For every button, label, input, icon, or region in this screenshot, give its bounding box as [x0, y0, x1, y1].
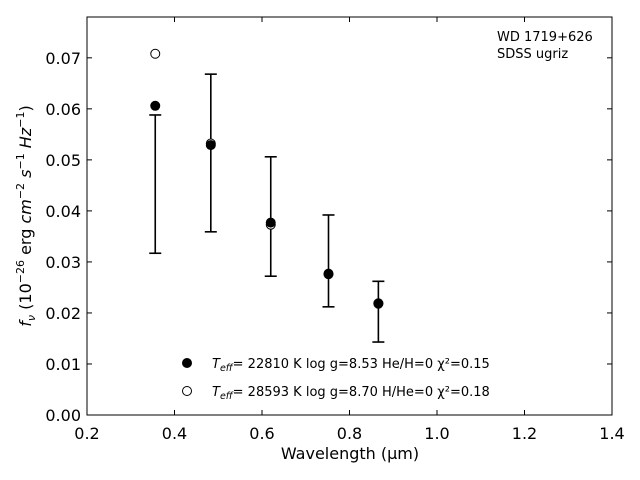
y-tick-label: 0.05: [45, 151, 81, 170]
x-tick-label: 0.2: [74, 424, 99, 443]
data-point-filled: [373, 298, 384, 309]
data-point-filled: [265, 217, 276, 228]
legend-label-2: Teff= 28593 K log g=8.70 H/He=0 χ²=0.18: [212, 385, 490, 402]
y-tick-label: 0.06: [45, 100, 81, 119]
x-tick-label: 0.4: [162, 424, 187, 443]
x-axis-ticks: 0.2 0.4 0.6 0.8 1.0 1.2 1.4: [74, 17, 625, 443]
y-tick-label: 0.01: [45, 355, 81, 374]
legend: Teff= 22810 K log g=8.53 He/H=0 χ²=0.15 …: [182, 357, 490, 402]
x-tick-label: 1.0: [424, 424, 449, 443]
annotation-line-1: WD 1719+626: [497, 30, 593, 45]
x-axis-label: Wavelength (μm): [281, 444, 419, 463]
legend-marker-filled: [182, 358, 192, 368]
annotation-line-2: SDSS ugriz: [497, 47, 568, 62]
legend-marker-open: [182, 386, 192, 396]
y-axis-label: fν (10−26 erg cm−2 s−1 Hz−1): [14, 105, 38, 326]
x-tick-label: 1.2: [512, 424, 537, 443]
y-axis-ticks: 0.00 0.01 0.02 0.03 0.04 0.05 0.06 0.07: [45, 49, 612, 425]
y-tick-label: 0.07: [45, 49, 81, 68]
observed-errorbars: [149, 73, 385, 343]
data-point-filled: [150, 100, 161, 111]
data-point-filled: [323, 268, 334, 279]
data-point-open: [150, 48, 161, 59]
plot-frame: [86, 16, 613, 416]
data-point-filled: [205, 140, 216, 151]
x-tick-label: 0.8: [337, 424, 362, 443]
y-tick-label: 0.02: [45, 304, 81, 323]
y-tick-label: 0.04: [45, 202, 81, 221]
y-tick-label: 0.00: [45, 406, 81, 425]
x-tick-label: 1.4: [599, 424, 624, 443]
y-tick-label: 0.03: [45, 253, 81, 272]
model-markers: [150, 48, 384, 309]
x-tick-label: 0.6: [249, 424, 274, 443]
legend-label-1: Teff= 22810 K log g=8.53 He/H=0 χ²=0.15: [212, 357, 490, 374]
